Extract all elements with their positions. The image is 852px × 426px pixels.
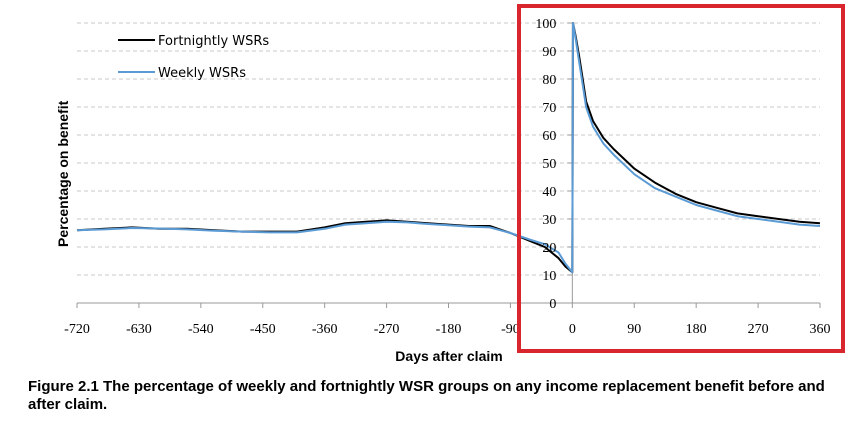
- y-tick-label: 50: [542, 157, 556, 172]
- x-axis-label: Days after claim: [395, 348, 502, 364]
- y-tick-label: 0: [549, 297, 556, 312]
- x-tick-label: 90: [627, 322, 641, 337]
- legend: Fortnightly WSRs Weekly WSRs: [118, 34, 269, 81]
- x-tick-label: -90: [501, 322, 520, 337]
- x-tick-label: 360: [810, 322, 831, 337]
- series-lines: [76, 22, 821, 274]
- series-line-weekly: [76, 22, 821, 274]
- x-tick-label: -450: [250, 322, 276, 337]
- y-tick-label: 100: [535, 17, 556, 32]
- legend-label-weekly: Weekly WSRs: [158, 66, 246, 81]
- figure-caption: Figure 2.1 The percentage of weekly and …: [28, 378, 825, 413]
- x-tick-label: -630: [126, 322, 152, 337]
- x-tick-label: -270: [374, 322, 400, 337]
- y-tick-label: 90: [542, 45, 556, 60]
- y-tick-label: 20: [542, 241, 556, 256]
- x-tick-label: -720: [64, 322, 90, 337]
- x-tick-label: 270: [748, 322, 769, 337]
- y-tick-label: 10: [542, 269, 556, 284]
- y-axis-label: Percentage on benefit: [55, 100, 71, 247]
- y-tick-label: 40: [542, 185, 556, 200]
- x-tick-label: -540: [188, 322, 214, 337]
- line-chart: -720 -630 -540 -450 -360 -270 -180 -90 0 90 180 270…: [55, 17, 831, 364]
- x-tick-label: 0: [569, 322, 576, 337]
- y-tick-label: 60: [542, 129, 556, 144]
- y-tick-label: 80: [542, 73, 556, 88]
- tick-labels: -720 -630 -540 -450 -360 -270 -180 -90 0 90 180 270…: [64, 17, 830, 337]
- highlight-box: [517, 4, 845, 353]
- legend-label-fortnightly: Fortnightly WSRs: [158, 34, 269, 49]
- x-tick-label: 180: [686, 322, 707, 337]
- gridlines: [77, 22, 820, 276]
- y-tick-label: 70: [542, 101, 556, 116]
- x-tick-label: -180: [436, 322, 462, 337]
- y-tick-label: 30: [542, 213, 556, 228]
- x-tick-label: -360: [312, 322, 338, 337]
